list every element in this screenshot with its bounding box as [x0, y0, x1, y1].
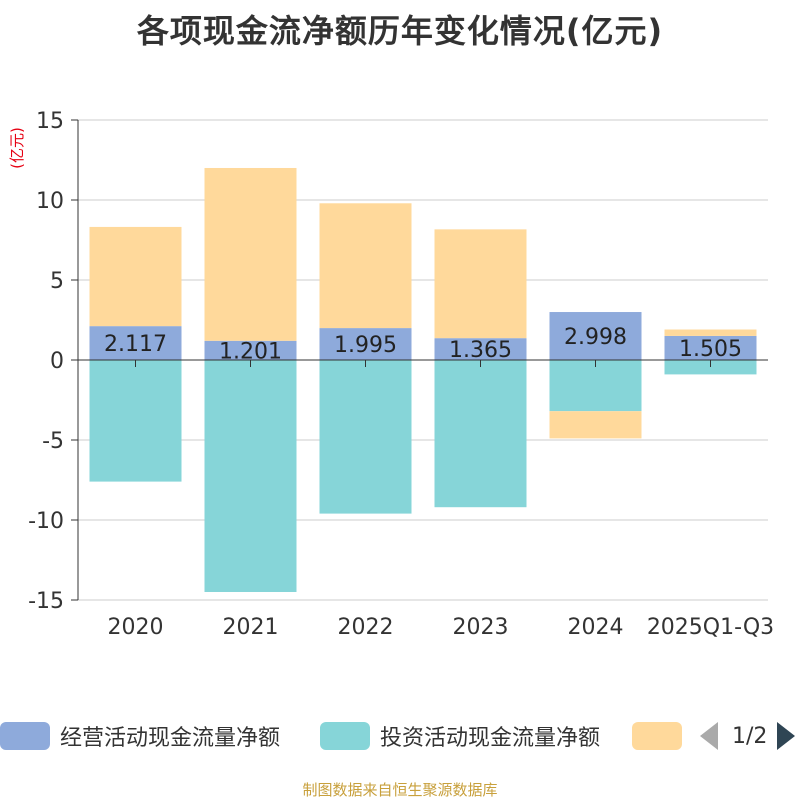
bar-series0-2020 [89, 326, 182, 360]
chart-title: 各项现金流净额历年变化情况(亿元) [136, 12, 664, 50]
y-tick-label: 5 [50, 269, 64, 294]
data-label-2022: 1.995 [334, 333, 397, 358]
y-tick-label: -15 [28, 589, 64, 614]
legend-page-indicator: 1/2 [732, 723, 768, 749]
y-tick-label: 10 [36, 189, 64, 214]
bar-series2-2025Q1-Q3 [664, 329, 757, 336]
legend-swatch-financing [632, 722, 682, 750]
legend: 经营活动现金流量净额 投资活动现金流量净额 1/2 [0, 716, 800, 756]
bar-series2-2020 [89, 226, 182, 327]
data-source-note: 制图数据来自恒生聚源数据库 [302, 781, 498, 799]
label-layer: 2.117 1.201 1.995 1.365 2.998 1.505 [104, 325, 742, 364]
bar-series0-2023 [434, 338, 527, 360]
legend-label-operating: 经营活动现金流量净额 [60, 726, 281, 751]
legend-prev-page-icon[interactable] [700, 722, 718, 750]
y-tick-label: -5 [42, 429, 64, 454]
y-tick-label: -10 [28, 509, 64, 534]
bar-series1-2023 [434, 360, 527, 508]
bar-series0-2021 [204, 340, 297, 360]
bar-series2-2021 [204, 167, 297, 341]
bar-series1-2020 [89, 360, 182, 482]
stacked-bar-chart: 15 10 5 0 -5 -10 -15 (亿元) 2020 2021 2022 2023 2024 20… [8, 109, 774, 640]
x-tick-label: 2025Q1-Q3 [647, 615, 774, 640]
legend-pager: 1/2 [700, 716, 796, 756]
data-label-2025Q1-Q3: 1.505 [679, 337, 742, 362]
legend-swatch-operating [0, 722, 50, 750]
data-label-2023: 1.365 [449, 338, 512, 363]
axis-layer: 15 10 5 0 -5 -10 -15 (亿元) 2020 2021 2022 2023 2024 20… [8, 109, 774, 640]
x-tick-label: 2023 [453, 615, 509, 640]
bar-series0-2024 [549, 312, 642, 360]
legend-item-operating[interactable]: 经营活动现金流量净额 [0, 716, 280, 756]
bar-series2-2022 [319, 203, 412, 329]
y-tick-label: 0 [50, 349, 64, 374]
x-tick-label: 2024 [568, 615, 624, 640]
bar-series2-2024 [549, 411, 642, 439]
y-axis-unit-label: (亿元) [8, 127, 26, 169]
legend-swatch-investing [320, 722, 370, 750]
x-tick-label: 2021 [223, 615, 279, 640]
data-label-2021: 1.201 [219, 339, 282, 364]
data-label-2020: 2.117 [104, 332, 167, 357]
bar-series1-2021 [204, 360, 297, 592]
legend-item-financing[interactable] [632, 716, 682, 756]
bar-series1-2022 [319, 360, 412, 514]
x-tick-label: 2020 [108, 615, 164, 640]
bar-series0-2022 [319, 328, 412, 360]
x-tick-label: 2022 [338, 615, 394, 640]
data-label-2024: 2.998 [564, 325, 627, 350]
bar-series0-2025Q1-Q3 [664, 335, 757, 360]
bar-series2-2023 [434, 229, 527, 339]
bar-series1-2024 [549, 360, 642, 412]
legend-label-investing: 投资活动现金流量净额 [380, 726, 601, 751]
bar-series1-2025Q1-Q3 [664, 360, 757, 375]
y-tick-label: 15 [36, 109, 64, 134]
legend-next-page-icon[interactable] [777, 722, 796, 750]
legend-item-investing[interactable]: 投资活动现金流量净额 [320, 716, 600, 756]
bar-layer [89, 167, 757, 592]
